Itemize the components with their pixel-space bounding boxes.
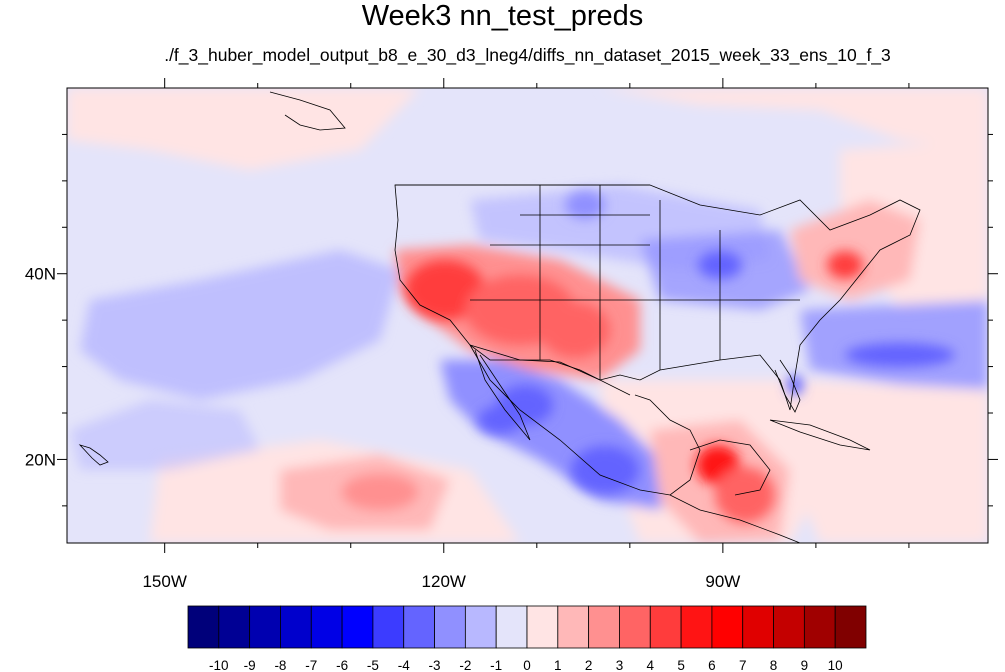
- colorbar-swatch: [310, 605, 343, 649]
- colorbar-label: -3: [429, 658, 441, 672]
- pink-northeast-pacific: [600, 88, 988, 150]
- colorbar-swatch: [434, 605, 466, 649]
- colorbar-label: -8: [274, 658, 286, 672]
- red-core-newmexico: [540, 302, 610, 358]
- red-yucatan: [715, 467, 775, 523]
- florida: [774, 359, 801, 413]
- chart-title: Week3 nn_test_preds: [361, 0, 644, 32]
- colorbar-label: 1: [554, 658, 562, 672]
- colorbar-label: 2: [585, 658, 593, 672]
- x-tick-label: 90W: [705, 572, 740, 591]
- plot-frame: [66, 87, 989, 544]
- pink-northeast-us: [790, 200, 920, 300]
- pink-north-pacific: [67, 88, 420, 170]
- colorbar-label: 10: [828, 658, 843, 672]
- blue-core-mexico: [571, 446, 639, 494]
- colorbar-label: -2: [459, 658, 471, 672]
- baja-peninsula: [474, 349, 531, 441]
- colorbar-label: 0: [523, 658, 531, 672]
- coastlines: [78, 91, 921, 543]
- colorbar-swatch: [526, 605, 559, 649]
- hawaii: [78, 444, 109, 466]
- y-tick-label: 20N: [25, 450, 56, 469]
- colorbar-swatch: [341, 605, 374, 649]
- colorbar-label: -5: [367, 658, 379, 672]
- colorbar-swatch: [588, 605, 620, 649]
- colorbar-swatch: [218, 605, 251, 649]
- red-core-california: [405, 260, 485, 320]
- anomaly-field: [67, 88, 988, 543]
- blue-east-pacific-band: [80, 250, 400, 400]
- colorbar-label: 9: [801, 658, 809, 672]
- colorbar-swatch: [557, 605, 590, 649]
- colorbar-label: -6: [336, 658, 348, 672]
- colorbar-label: -9: [244, 658, 256, 672]
- chart-subtitle: ./f_3_huber_model_output_b8_e_30_d3_lneg…: [164, 45, 891, 65]
- colorbar-swatch: [495, 605, 528, 649]
- colorbar-swatch: [834, 605, 867, 649]
- x-tick-label: 120W: [422, 572, 466, 591]
- colorbar-label: -1: [490, 658, 502, 672]
- yucatan: [689, 439, 771, 496]
- colorbar-swatch: [619, 605, 651, 649]
- pink-core-pacific: [342, 474, 418, 510]
- colorbar-swatch: [403, 605, 435, 649]
- red-core-northeast: [827, 251, 863, 279]
- alaska-coast: [269, 91, 346, 131]
- blue-core-atlantic: [845, 343, 955, 367]
- y-tick-label: 40N: [25, 265, 56, 284]
- colorbar-swatch: [711, 605, 744, 649]
- colorbar-label: 4: [647, 658, 655, 672]
- central-america: [669, 494, 801, 543]
- cuba: [769, 419, 871, 451]
- axis-ticks: [57, 78, 998, 553]
- colorbar-label: 5: [677, 658, 685, 672]
- colorbar-swatch: [372, 605, 405, 649]
- colorbar-label: 3: [616, 658, 624, 672]
- colorbar-label: 6: [708, 658, 716, 672]
- colorbar-label: 7: [739, 658, 747, 672]
- blue-core-gulf-california: [478, 406, 522, 434]
- blue-core-florida: [787, 375, 803, 395]
- x-tick-label: 150W: [142, 572, 186, 591]
- axis-labels: 150W 120W 90W 40N 20N: [25, 265, 741, 591]
- blue-core-plains: [565, 191, 605, 219]
- colorbar-swatch: [803, 605, 836, 649]
- colorbar: -10 -9 -8 -7 -6 -5 -4 -3 -2 -1 0 1 2 3 4 5 6 7 8 9 10: [187, 605, 867, 672]
- pink-south-atlantic: [790, 380, 988, 543]
- colorbar-swatch: [680, 605, 713, 649]
- colorbar-swatch: [187, 605, 220, 649]
- colorbar-swatch: [649, 605, 682, 649]
- us-mexico-border: [469, 344, 631, 396]
- colorbar-label: -7: [305, 658, 317, 672]
- colorbar-swatch: [773, 605, 805, 649]
- colorbar-swatch: [742, 605, 774, 649]
- colorbar-label: 8: [770, 658, 778, 672]
- blue-hawaii-band: [70, 400, 260, 470]
- colorbar-label: -4: [398, 658, 410, 672]
- colorbar-swatch: [464, 605, 497, 649]
- colorbar-swatch: [249, 605, 281, 649]
- colorbar-swatch: [280, 605, 312, 649]
- colorbar-label: -10: [209, 658, 229, 672]
